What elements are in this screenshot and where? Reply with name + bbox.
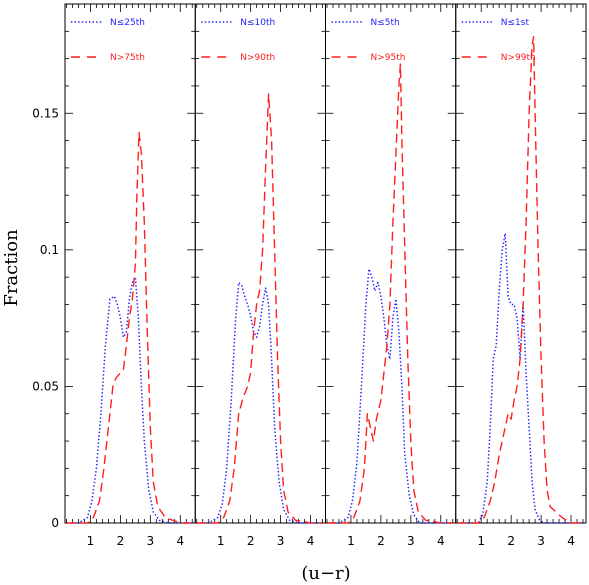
series-line-low	[196, 281, 323, 524]
y-tick-label: 0.1	[40, 243, 59, 257]
x-tick-label: 3	[537, 534, 545, 548]
legend-label: N≤25th	[110, 18, 145, 28]
series-line-low	[457, 232, 583, 524]
legend-label: N>99th	[501, 53, 536, 63]
x-tick-label: 2	[507, 534, 515, 548]
x-tick-label: 2	[377, 534, 385, 548]
x-tick-label: 3	[277, 534, 285, 548]
panel-4: 1 2 3 4 N≤1st N>99th	[455, 3, 587, 548]
series-line-high	[457, 36, 583, 524]
legend-label: N≤10th	[240, 18, 275, 28]
x-axis-title: (u−r)	[301, 563, 350, 584]
x-tick-label: 2	[247, 534, 255, 548]
y-tick-label: 0	[51, 516, 59, 530]
legend-label: N>75th	[110, 53, 145, 63]
legend-label: N≤1st	[501, 18, 530, 28]
panels-layer: 1 2 3 4 N≤25th N>75th 1 2 3 4 N≤10th N>90th 1 2 3 4 N≤5t…	[32, 3, 587, 548]
x-tick-label: 2	[117, 534, 125, 548]
panel-frame	[194, 3, 326, 524]
x-tick-label: 1	[347, 534, 355, 548]
panel-3: 1 2 3 4 N≤5th N>95th	[325, 3, 457, 548]
series-line-low	[327, 268, 453, 524]
x-tick-label: 4	[437, 534, 445, 548]
series-line-high	[196, 93, 323, 524]
panel-frame	[64, 3, 196, 524]
series-line-low	[66, 276, 193, 524]
x-tick-label: 3	[407, 534, 415, 548]
x-tick-label: 4	[307, 534, 315, 548]
panel-frame	[325, 3, 457, 524]
legend-label: N>95th	[371, 53, 406, 63]
panel-2: 1 2 3 4 N≤10th N>90th	[194, 3, 326, 548]
x-tick-label: 4	[176, 534, 184, 548]
y-tick-label: 0.05	[32, 379, 59, 393]
y-axis-title: Fraction	[1, 229, 22, 307]
panel-1: 1 2 3 4 N≤25th N>75th	[64, 3, 196, 548]
y-tick-label: 0.15	[32, 106, 59, 120]
legend-label: N≤5th	[371, 18, 400, 28]
x-tick-label: 1	[87, 534, 95, 548]
x-tick-label: 3	[147, 534, 155, 548]
series-line-high	[327, 63, 453, 524]
x-tick-label: 4	[567, 534, 575, 548]
panel-frame	[455, 3, 587, 524]
x-tick-label: 1	[217, 534, 225, 548]
legend-label: N>90th	[240, 53, 275, 63]
series-line-high	[66, 131, 193, 524]
x-tick-label: 1	[477, 534, 485, 548]
